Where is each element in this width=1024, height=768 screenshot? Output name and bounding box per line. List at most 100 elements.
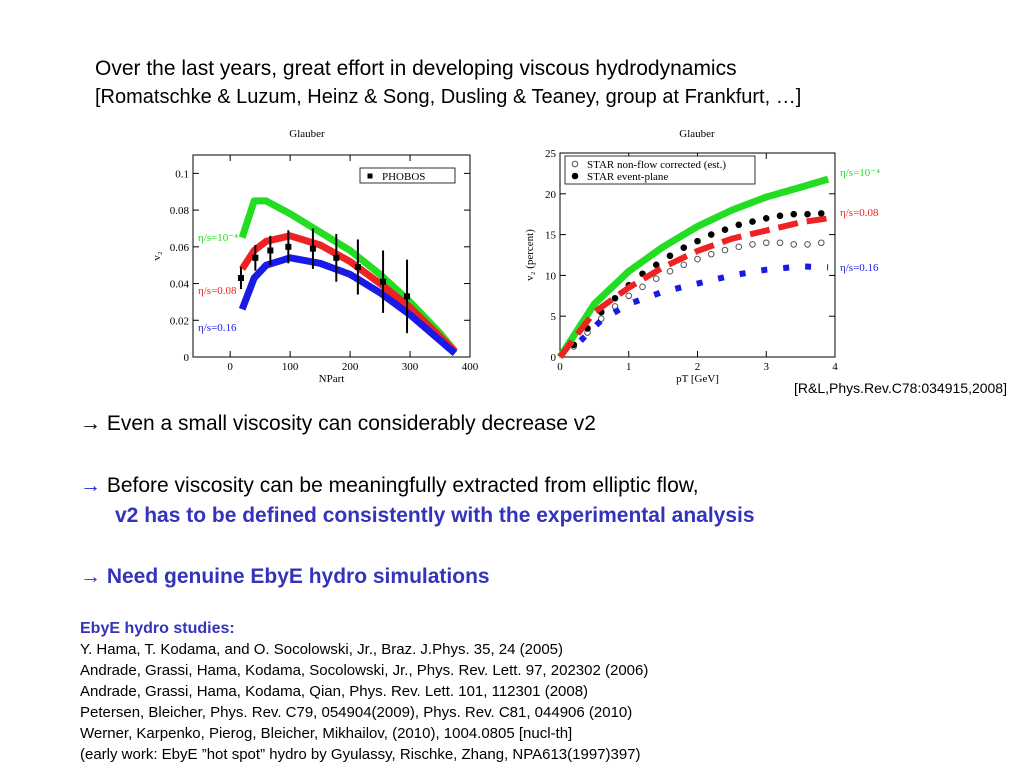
references: Y. Hama, T. Kodama, and O. Socolowski, J… [80,641,648,763]
data-point [597,315,605,322]
legend-label: STAR event-plane [587,171,668,183]
data-point [762,214,770,222]
x-tick-label: 200 [342,361,359,373]
series-label: η/s=0.16 [840,262,879,274]
y-tick-label: 0.06 [170,242,190,254]
bullet-text: v2 has to be defined consistently with t… [115,504,755,527]
y-tick-label: 0.08 [170,205,190,217]
data-point [694,237,701,245]
data-point [694,255,701,263]
data-point [680,244,688,251]
data-point [666,268,674,275]
chart-title: Glauber [289,128,325,140]
data-point [252,254,259,261]
data-point [707,250,715,258]
data-point [652,275,660,282]
y-tick-label: 0.04 [170,279,190,291]
data-point [749,241,756,248]
y-axis-label: v₂ [151,251,163,261]
data-point [625,292,633,300]
y-tick-label: 0 [184,352,190,364]
legend-marker [571,172,579,180]
legend-marker [571,160,579,168]
chart-title: Glauber [679,128,715,140]
bullet-text: Even a small viscosity can considerably … [101,412,596,435]
x-tick-label: 1 [626,361,632,373]
x-tick-label: 300 [402,361,419,373]
arrow: → [80,474,101,497]
data-point [611,294,619,302]
series-label: η/s=10⁻⁴ [840,167,880,179]
bullet-text: Before viscosity can be meaningfully ext… [101,474,699,497]
y-tick-label: 5 [551,311,557,323]
reference: Andrade, Grassi, Hama, Kodama, Socolowsk… [80,662,648,679]
data-point [639,283,646,291]
chart: Glauber 0 1 2 3 4 0 5 10 15 20 25 pT [GeV] v₂ (percen… [524,128,880,385]
data-point [749,218,756,225]
y-tick-label: 0.02 [170,315,189,327]
legend-box [359,167,456,184]
reference: Petersen, Bleicher, Phys. Rev. C79, 0549… [80,704,632,721]
citation: [R&L,Phys.Rev.C78:034915,2008] [794,380,1007,396]
plot-frame [192,154,471,358]
header-line: Over the last years, great effort in dev… [95,57,737,80]
series-label: η/s=10⁻⁴ [198,232,238,244]
data-point [790,210,798,218]
data-point [817,210,825,217]
data-point [790,241,798,248]
reference: Y. Hama, T. Kodama, and O. Socolowski, J… [80,641,563,658]
arrow: → [80,412,101,435]
data-point [237,275,244,282]
reference: Werner, Karpenko, Pierog, Bleicher, Mikh… [80,725,572,742]
data-point [285,243,292,250]
x-axis-label: pT [GeV] [676,373,719,385]
data-point [776,212,784,220]
data-point [735,221,743,229]
data-point [817,239,825,247]
chart: Glauber 0 100 200 300 400 0 0.02 0.04 0.06 0.08 0.1… [151,128,479,385]
data-point [267,247,274,254]
data-point [776,239,784,247]
y-tick-label: 15 [545,230,557,242]
bullet: → Even a small viscosity can considerabl… [80,412,596,435]
reference: Andrade, Grassi, Hama, Kodama, Qian, Phy… [80,683,588,700]
arrow: → [80,565,101,588]
data-point [721,226,729,234]
y-tick-label: 0.1 [175,168,189,180]
series-line [239,232,458,354]
bullet-text: Need genuine EbyE hydro simulations [101,565,490,588]
bullet: → Before viscosity can be meaningfully e… [80,474,699,497]
data-point [309,245,316,252]
legend-label: STAR non-flow corrected (est.) [587,159,726,171]
x-tick-label: 100 [282,361,299,373]
series-label: η/s=0.08 [198,285,237,297]
data-point [380,278,387,285]
series-line [557,175,830,359]
data-point [735,243,743,251]
reference: (early work: EbyE ”hot spot” hydro by Gy… [80,746,641,763]
header-line: [Romatschke & Luzum, Heinz & Song, Dusli… [95,86,801,108]
data-point [404,293,411,300]
x-tick-label: 3 [764,361,770,373]
data-point [354,264,361,271]
data-point [804,241,811,248]
legend-label: PHOBOS [382,171,425,183]
x-tick-label: 0 [227,361,233,373]
data-point [707,231,715,238]
data-point [721,246,729,254]
series-line [578,263,829,343]
legend-box [564,155,756,185]
bullet: → Need genuine EbyE hydro simulations [80,565,490,588]
x-tick-label: 4 [832,361,838,373]
data-point [680,261,688,269]
x-tick-label: 2 [695,361,701,373]
data-point [666,252,674,260]
x-axis-label: NPart [319,373,345,385]
references-title: EbyE hydro studies: [80,620,235,637]
x-tick-label: 400 [462,361,479,373]
y-axis-label: v₂ (percent) [524,229,536,281]
data-point [333,254,340,261]
series-line [238,254,458,356]
